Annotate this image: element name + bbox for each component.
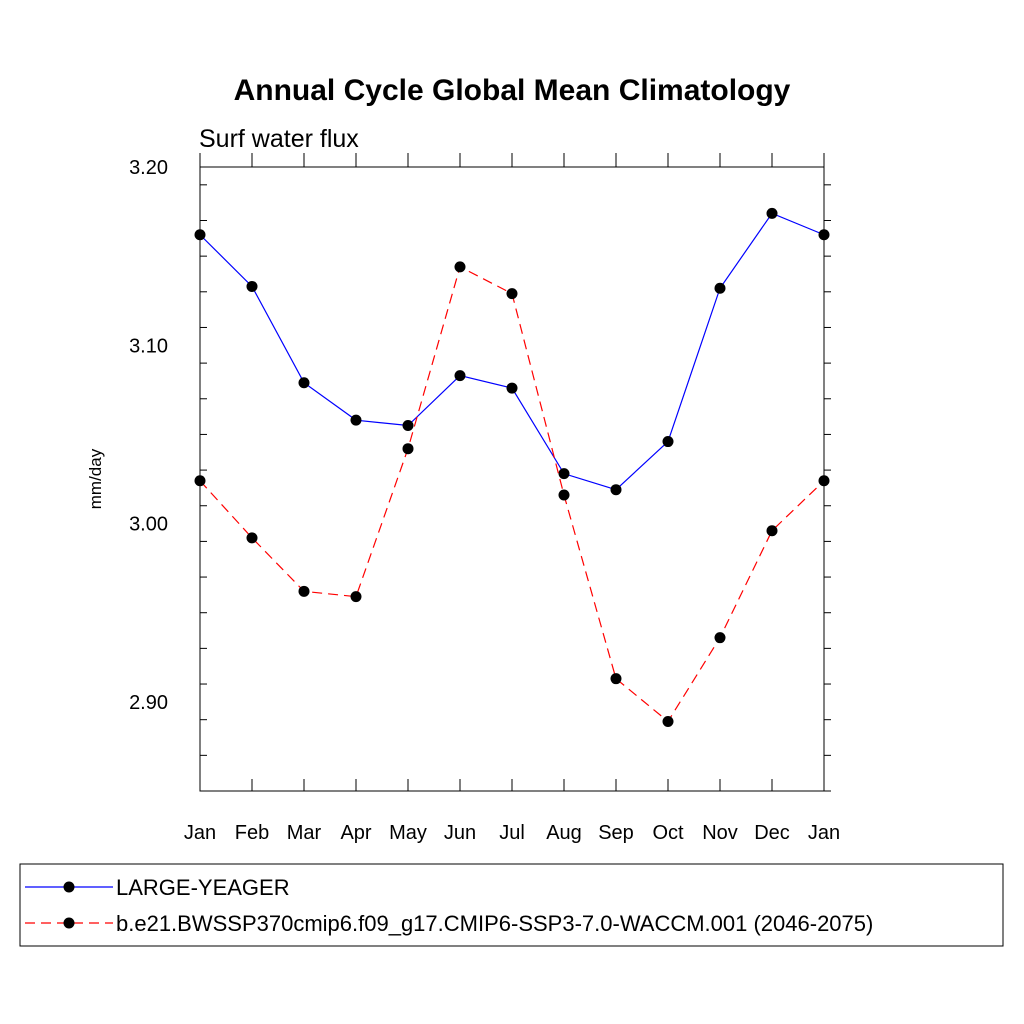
legend-swatch-marker-1 bbox=[63, 881, 75, 893]
series-1-point bbox=[558, 468, 570, 480]
x-tick-labels: Jan Feb Mar Apr May Jun Jul Aug Sep Oct Nov Dec Jan bbox=[184, 822, 840, 844]
x-tick-label: Sep bbox=[598, 822, 634, 844]
series-2-point bbox=[298, 585, 310, 597]
x-tick-label: Nov bbox=[702, 822, 738, 844]
legend-box bbox=[19, 863, 1004, 947]
chart-subtitle: Surf water flux bbox=[199, 125, 359, 153]
series-2-point bbox=[662, 715, 674, 727]
series-line-1 bbox=[199, 212, 825, 491]
x-tick-label: Mar bbox=[287, 822, 322, 844]
x-tick-label: Jan bbox=[808, 822, 840, 844]
series-line-2 bbox=[199, 265, 825, 723]
x-tick-label: Apr bbox=[340, 822, 371, 844]
series-2-point bbox=[714, 632, 726, 644]
series-2-point bbox=[454, 261, 466, 273]
series-2-point bbox=[246, 532, 258, 544]
y-tick-label: 2.90 bbox=[129, 692, 168, 714]
y-axis-label: mm/day bbox=[86, 448, 105, 509]
series-2-point bbox=[558, 489, 570, 501]
y-tick-label: 3.20 bbox=[129, 157, 168, 179]
series-2-point bbox=[766, 525, 778, 537]
chart-title: Annual Cycle Global Mean Climatology bbox=[234, 74, 791, 107]
y-tick-labels: 2.90 3.00 3.10 3.20 bbox=[129, 157, 168, 714]
series-1-point bbox=[350, 414, 362, 426]
y-tick-label: 3.00 bbox=[129, 514, 168, 536]
series-1-point bbox=[246, 280, 258, 292]
series-2-point bbox=[610, 673, 622, 685]
series-1-point bbox=[610, 484, 622, 496]
series-1-point bbox=[714, 282, 726, 294]
series-1-point bbox=[506, 382, 518, 394]
legend-label-2: b.e21.BWSSP370cmip6.f09_g17.CMIP6-SSP3-7… bbox=[116, 911, 873, 936]
series-2-point bbox=[402, 443, 414, 455]
series-1-point bbox=[662, 436, 674, 448]
series-2-point bbox=[506, 288, 518, 300]
series-1-point bbox=[766, 207, 778, 219]
x-tick-label: Jun bbox=[444, 822, 476, 844]
x-tick-label: Jan bbox=[184, 822, 216, 844]
x-tick-label: Jul bbox=[499, 822, 525, 844]
x-tick-label: May bbox=[389, 822, 427, 844]
plot-frame bbox=[199, 166, 825, 792]
series-1-point bbox=[298, 377, 310, 389]
series-2-point bbox=[350, 591, 362, 603]
x-tick-label: Aug bbox=[546, 822, 582, 844]
series-1-point bbox=[454, 370, 466, 382]
x-tick-label: Oct bbox=[652, 822, 684, 844]
x-tick-label: Feb bbox=[235, 822, 269, 844]
series-1-point bbox=[402, 420, 414, 432]
legend-label-1: LARGE-YEAGER bbox=[116, 875, 290, 900]
axis-ticks bbox=[199, 153, 831, 792]
legend: LARGE-YEAGER b.e21.BWSSP370cmip6.f09_g17.… bbox=[19, 863, 1004, 947]
x-tick-label: Dec bbox=[754, 822, 790, 844]
series-layer bbox=[194, 207, 830, 727]
legend-swatch-marker-2 bbox=[63, 917, 75, 929]
y-tick-label: 3.10 bbox=[129, 335, 168, 357]
